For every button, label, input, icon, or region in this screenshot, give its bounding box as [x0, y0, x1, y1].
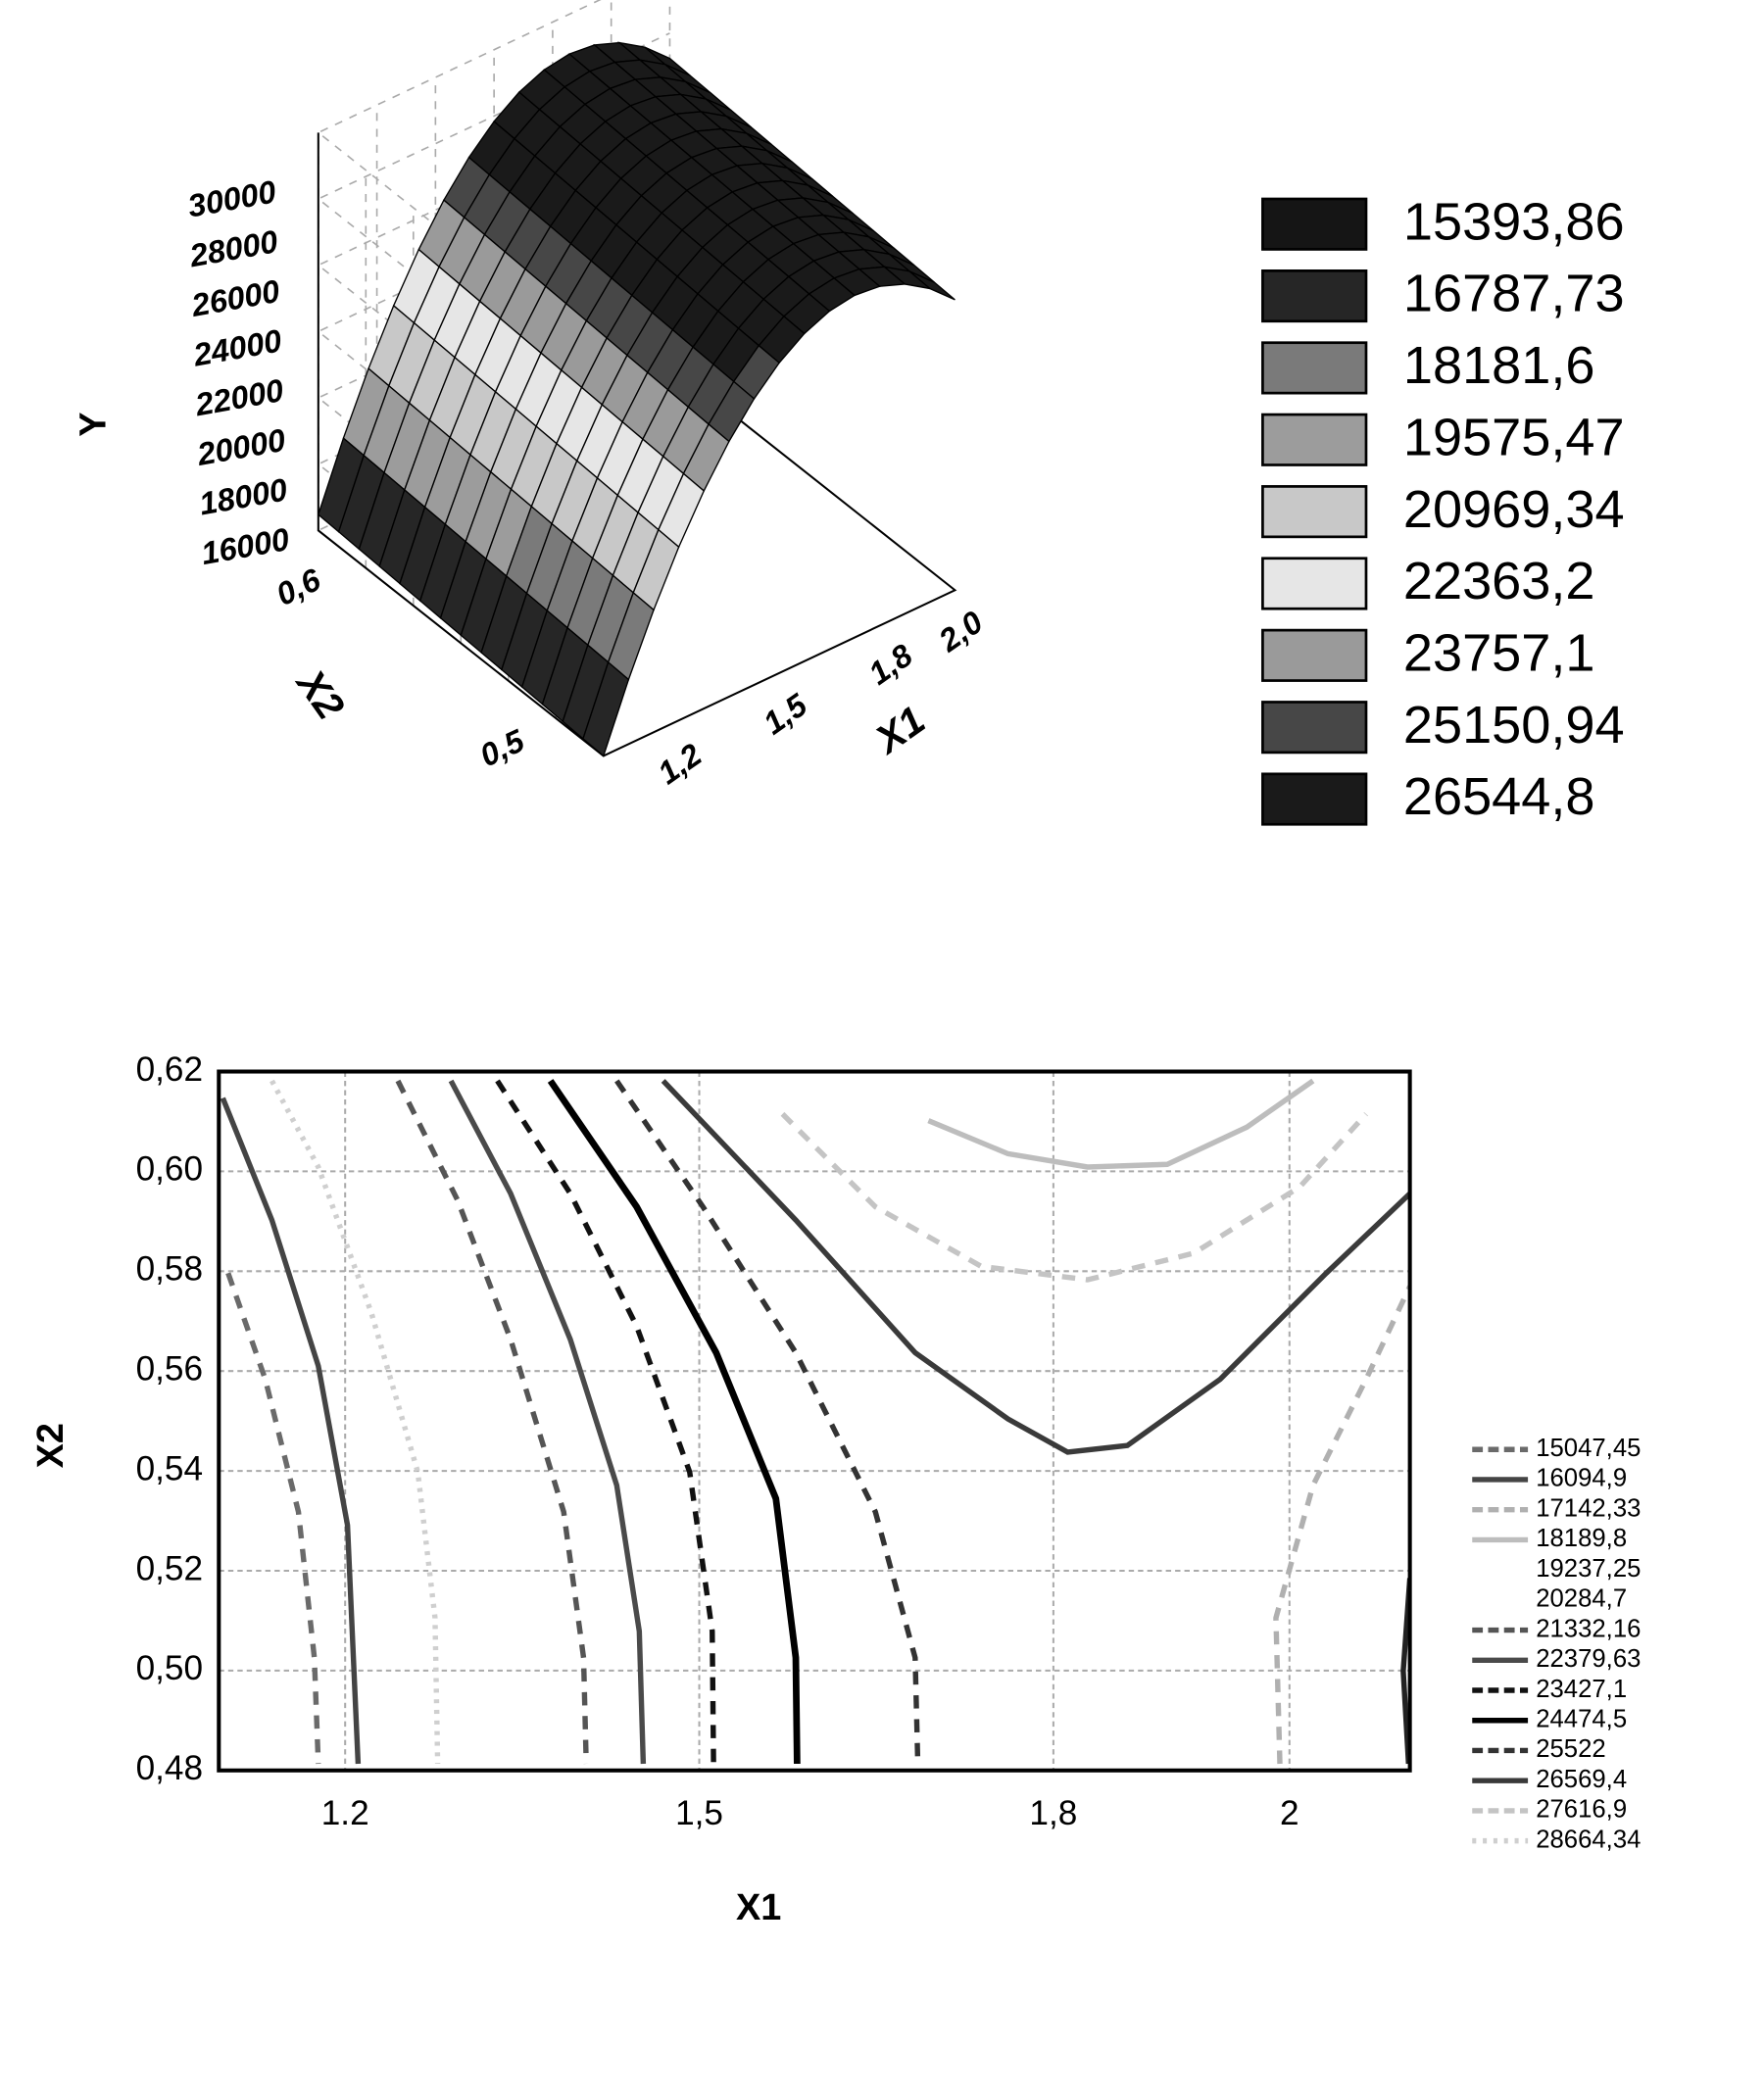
- legend-swatch: [1261, 341, 1368, 395]
- x1-axis-title: X1: [865, 697, 933, 762]
- y-tick-label: 0,52: [136, 1549, 203, 1587]
- x-tick-label: 1,8: [1029, 1794, 1077, 1832]
- legend-label: 19575,47: [1403, 408, 1625, 466]
- surface-patch: [582, 660, 630, 757]
- y-tick-label: 0,60: [136, 1150, 203, 1189]
- legend-swatch: [1261, 628, 1368, 682]
- legend-label: 21332,16: [1536, 1615, 1641, 1642]
- z-tick-label: 16000: [199, 521, 292, 571]
- legend-label: 20969,34: [1403, 480, 1625, 539]
- x-tick-label: 2: [1280, 1794, 1299, 1832]
- contour-line: [547, 1079, 801, 1765]
- x1-tick-label: 2,0: [932, 605, 989, 659]
- legend-swatch: [1261, 197, 1368, 251]
- x1-tick-label: 1,2: [652, 737, 709, 791]
- z-tick-label: 28000: [186, 223, 280, 273]
- x1-tick-label: 1,5: [757, 687, 813, 742]
- x2-axis-title: X2: [287, 659, 354, 727]
- legend-label: 17142,33: [1536, 1494, 1641, 1522]
- x-tick-label: 1.2: [321, 1794, 369, 1832]
- z-tick-label: 18000: [197, 471, 290, 521]
- legend-label: 16094,9: [1536, 1465, 1627, 1492]
- contour-line: [495, 1079, 716, 1765]
- contour-line: [225, 1272, 321, 1765]
- wall-line: [317, 0, 605, 360]
- x-axis-title: X1: [736, 1887, 781, 1928]
- contour-line: [614, 1079, 921, 1765]
- legend-label: 25522: [1536, 1735, 1605, 1763]
- y-axis-title: X2: [30, 1423, 72, 1468]
- z-tick-label: 24000: [190, 322, 284, 372]
- y-tick-label: 0,50: [136, 1649, 203, 1687]
- contour-line: [927, 1078, 1315, 1170]
- legend-swatch: [1261, 772, 1368, 826]
- z-axis-title: Y: [73, 412, 114, 436]
- legend-label: 20284,7: [1536, 1585, 1627, 1613]
- y-tick-label: 0,54: [136, 1449, 203, 1487]
- legend-label: 27616,9: [1536, 1796, 1627, 1824]
- contour-line: [1273, 1285, 1410, 1765]
- y-tick-label: 0,62: [136, 1050, 203, 1089]
- legend-label: 28664,34: [1536, 1826, 1641, 1853]
- legend-label: 25150,94: [1403, 696, 1625, 755]
- x2-tick-label: 0,5: [474, 722, 530, 773]
- legend-label: 23427,1: [1536, 1676, 1627, 1703]
- y-tick-label: 0,48: [136, 1749, 203, 1787]
- contour-line: [1400, 1578, 1410, 1765]
- plot-frame: [217, 1069, 1412, 1773]
- x1-tick-label: 1,8: [862, 637, 919, 692]
- y-tick-label: 0,58: [136, 1250, 203, 1289]
- legend-label: 22379,63: [1536, 1645, 1641, 1673]
- z-tick-label: 26000: [188, 273, 282, 323]
- legend-label: 18181,6: [1403, 336, 1595, 395]
- z-tick-label: 20000: [194, 422, 288, 472]
- legend-swatch: [1261, 557, 1368, 610]
- contour-line: [780, 1111, 1368, 1283]
- legend-swatch: [1261, 701, 1368, 755]
- z-tick-label: 22000: [192, 372, 286, 422]
- contours: [220, 1078, 1410, 1765]
- figure-group: 1600018000200002200024000260002800030000…: [30, 0, 1641, 1928]
- y-tick-label: 0,56: [136, 1349, 203, 1388]
- legend-label: 26569,4: [1536, 1766, 1627, 1793]
- legend-label: 26544,8: [1403, 767, 1595, 826]
- legend-label: 18189,8: [1536, 1525, 1627, 1552]
- legend-label: 24474,5: [1536, 1706, 1627, 1733]
- legend-label: 22363,2: [1403, 552, 1595, 610]
- legend-swatch: [1261, 485, 1368, 539]
- legend-label: 16787,73: [1403, 265, 1625, 323]
- x-tick-label: 1,5: [675, 1794, 723, 1832]
- contour-line: [448, 1079, 647, 1765]
- legend-label: 23757,1: [1403, 623, 1595, 682]
- legend-label: 15047,45: [1536, 1435, 1641, 1462]
- contour-line: [395, 1079, 589, 1765]
- legend-swatch: [1261, 413, 1368, 466]
- x2-tick-label: 0,6: [270, 561, 326, 612]
- legend-label: 19237,25: [1536, 1555, 1641, 1583]
- contour-line: [661, 1079, 1410, 1455]
- contour-line: [220, 1096, 362, 1765]
- z-tick-label: 30000: [185, 173, 278, 223]
- legend-label: 15393,86: [1403, 192, 1625, 251]
- legend-swatch: [1261, 269, 1368, 323]
